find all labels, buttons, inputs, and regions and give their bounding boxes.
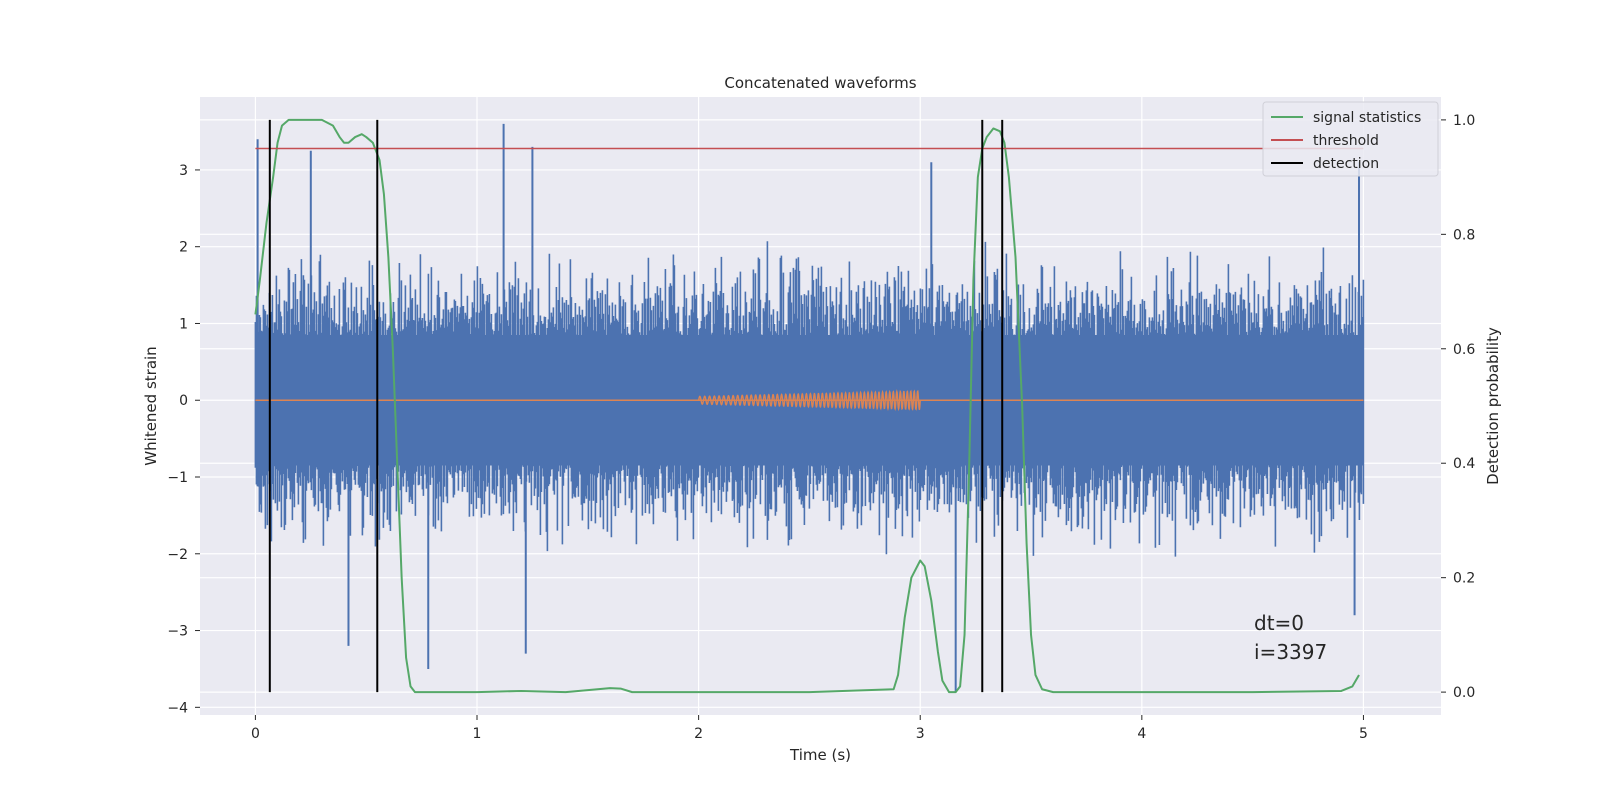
y-tick-label-0: −4 bbox=[167, 700, 188, 716]
x-axis-label: Time (s) bbox=[789, 746, 851, 764]
right-axis-series bbox=[254, 118, 1364, 694]
annotation-index: i=3397 bbox=[1254, 640, 1327, 664]
y-axis-label: Whitened strain bbox=[142, 346, 160, 465]
legend: signal statistics threshold detection bbox=[1262, 101, 1439, 177]
x-tick-label-2: 2 bbox=[694, 726, 703, 742]
signal-statistics-line bbox=[254, 118, 1360, 694]
annotation-dt: dt=0 bbox=[1254, 611, 1304, 635]
y2-tick-label-5: 1.0 bbox=[1453, 113, 1475, 129]
chart-title: Concatenated waveforms bbox=[724, 74, 916, 92]
injection-chirp bbox=[697, 389, 921, 412]
y-tick-label-6: 2 bbox=[179, 240, 188, 256]
legend-label-1: threshold bbox=[1313, 133, 1379, 149]
x-tick-label-5: 5 bbox=[1359, 726, 1368, 742]
legend-box bbox=[1262, 101, 1439, 177]
y-tick-label-2: −2 bbox=[167, 547, 188, 563]
x-tick-label-0: 0 bbox=[251, 726, 260, 742]
y2-tick-label-0: 0.0 bbox=[1453, 685, 1475, 701]
y-tick-label-1: −3 bbox=[167, 624, 188, 640]
y2-axis-label: Detection probability bbox=[1484, 327, 1502, 485]
y2-tick-label-4: 0.8 bbox=[1453, 227, 1475, 243]
x-tick-label-1: 1 bbox=[473, 726, 482, 742]
x-tick-label-3: 3 bbox=[916, 726, 925, 742]
x-tick-label-4: 4 bbox=[1137, 726, 1146, 742]
injection-trace bbox=[255, 389, 1364, 412]
y-tick-label-4: 0 bbox=[179, 393, 188, 409]
y2-tick-label-1: 0.2 bbox=[1453, 571, 1475, 587]
y2-tick-label-2: 0.4 bbox=[1453, 456, 1475, 472]
y-tick-label-5: 1 bbox=[179, 316, 188, 332]
y2-tick-label-3: 0.6 bbox=[1453, 342, 1475, 358]
y-tick-label-7: 3 bbox=[179, 163, 188, 179]
noise-waveform bbox=[254, 241, 1365, 557]
legend-label-0: signal statistics bbox=[1313, 110, 1421, 126]
ticks: 0 1 2 3 4 5 −4 −3 −2 −1 0 1 2 3 0.0 0.2 0.4 0.6 0.8 1.0 bbox=[167, 113, 1475, 742]
legend-label-2: detection bbox=[1313, 156, 1379, 172]
y-tick-label-3: −1 bbox=[167, 470, 188, 486]
